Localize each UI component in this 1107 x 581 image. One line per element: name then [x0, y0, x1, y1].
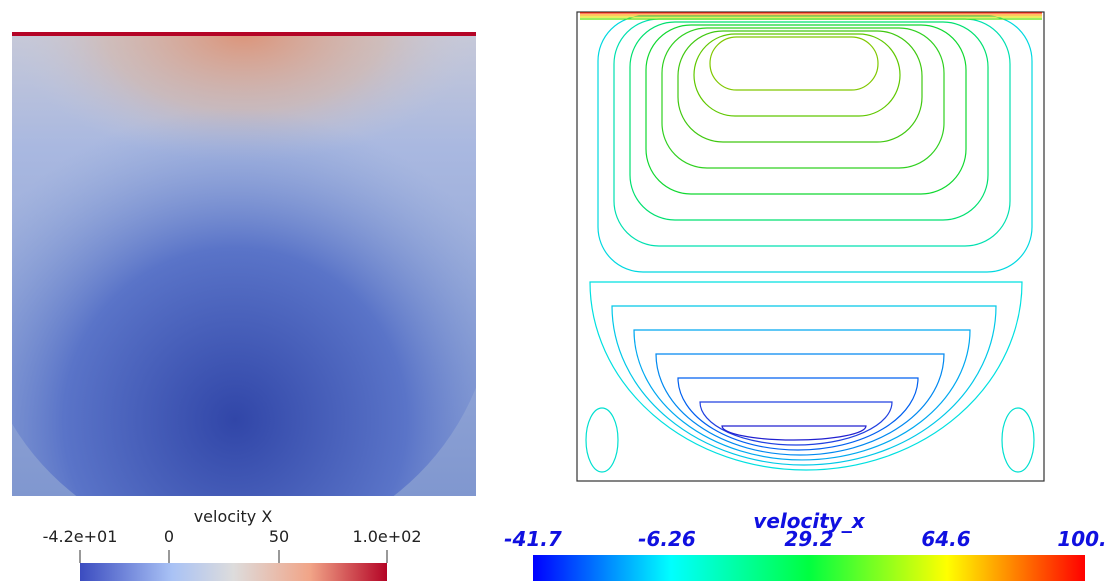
contour-line — [597, 15, 1033, 273]
colorbar-tick-label: 64.6 — [921, 527, 970, 551]
colorbar — [533, 555, 1085, 581]
colorbar-tick-label: 1.0e+02 — [352, 527, 421, 546]
contour-line — [633, 329, 971, 461]
colorbar-tick-label: -41.7 — [504, 527, 562, 551]
contour-line — [721, 425, 867, 441]
contour-line — [693, 33, 901, 117]
plot-frame — [576, 11, 1045, 482]
colorbar-tick-label: 50 — [269, 527, 289, 546]
lid-band — [12, 32, 476, 36]
corner-eddy — [1001, 407, 1035, 473]
contour-line — [589, 281, 1023, 471]
contour-line — [611, 305, 997, 466]
colorbar-tick-label: -6.26 — [638, 527, 696, 551]
colorbar-title: velocity_x — [753, 509, 866, 533]
corner-eddy — [585, 407, 619, 473]
colorbar — [80, 563, 387, 581]
colorbar-tick-label: 100. — [1057, 527, 1106, 551]
contour-line — [613, 18, 1011, 247]
contour-line — [699, 401, 893, 446]
contour-line — [661, 27, 945, 169]
colorbar-tick-label: 0 — [164, 527, 174, 546]
contour-plot — [576, 11, 1045, 482]
contour-line — [677, 30, 923, 143]
colorbar-ticks — [79, 550, 388, 563]
contour-line — [645, 24, 967, 195]
contour-line — [709, 36, 879, 91]
colorbar-tick-label: -4.2e+01 — [43, 527, 118, 546]
contour-line — [677, 377, 919, 451]
colorbar-title: velocity X — [194, 507, 273, 526]
colorbar-tick-label: 29.2 — [784, 527, 833, 551]
velocity-field — [12, 32, 476, 496]
field-vortex — [12, 32, 476, 496]
contour-line — [629, 21, 989, 221]
contour-line — [655, 353, 945, 456]
